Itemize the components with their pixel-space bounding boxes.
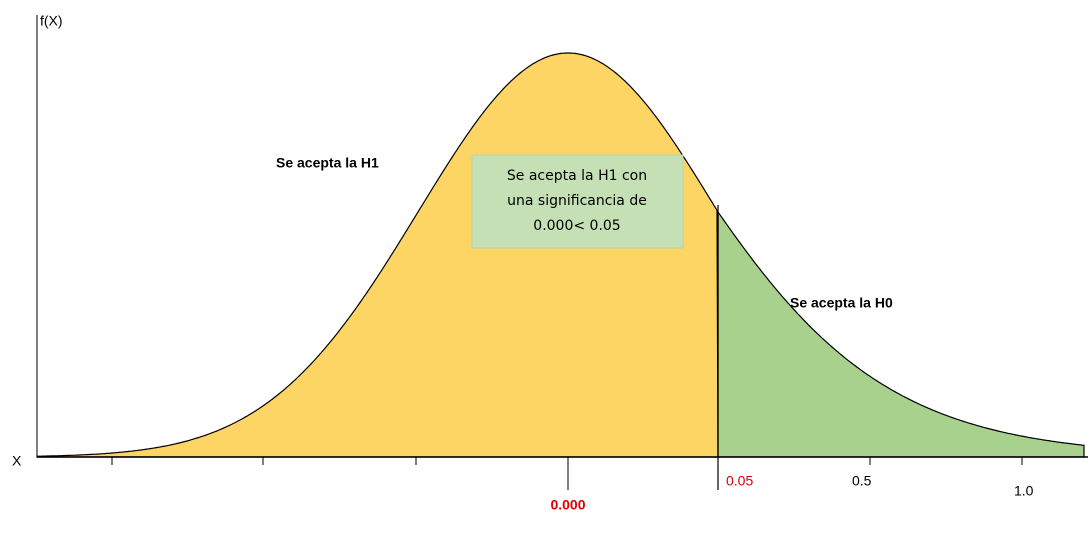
note-line: 0.000< 0.05 [533, 218, 620, 234]
h1-region [36, 52, 719, 458]
alpha-label: 0.05 [726, 473, 753, 489]
h0-label: Se acepta la H0 [790, 295, 893, 311]
h0-region [717, 210, 1085, 458]
h1-label: Se acepta la H1 [276, 155, 379, 171]
note-line: Se acepta la H1 con [507, 168, 647, 184]
note-line: una significancia de [507, 193, 647, 209]
y-axis-label: f(X) [40, 13, 63, 29]
note-box [471, 154, 684, 249]
tick-label: 1.0 [1014, 483, 1034, 499]
x-axis-label: X [12, 453, 22, 469]
ticks [111, 457, 1023, 465]
sig-label: 0.000 [550, 497, 585, 513]
tick-label: 0.5 [852, 473, 872, 489]
